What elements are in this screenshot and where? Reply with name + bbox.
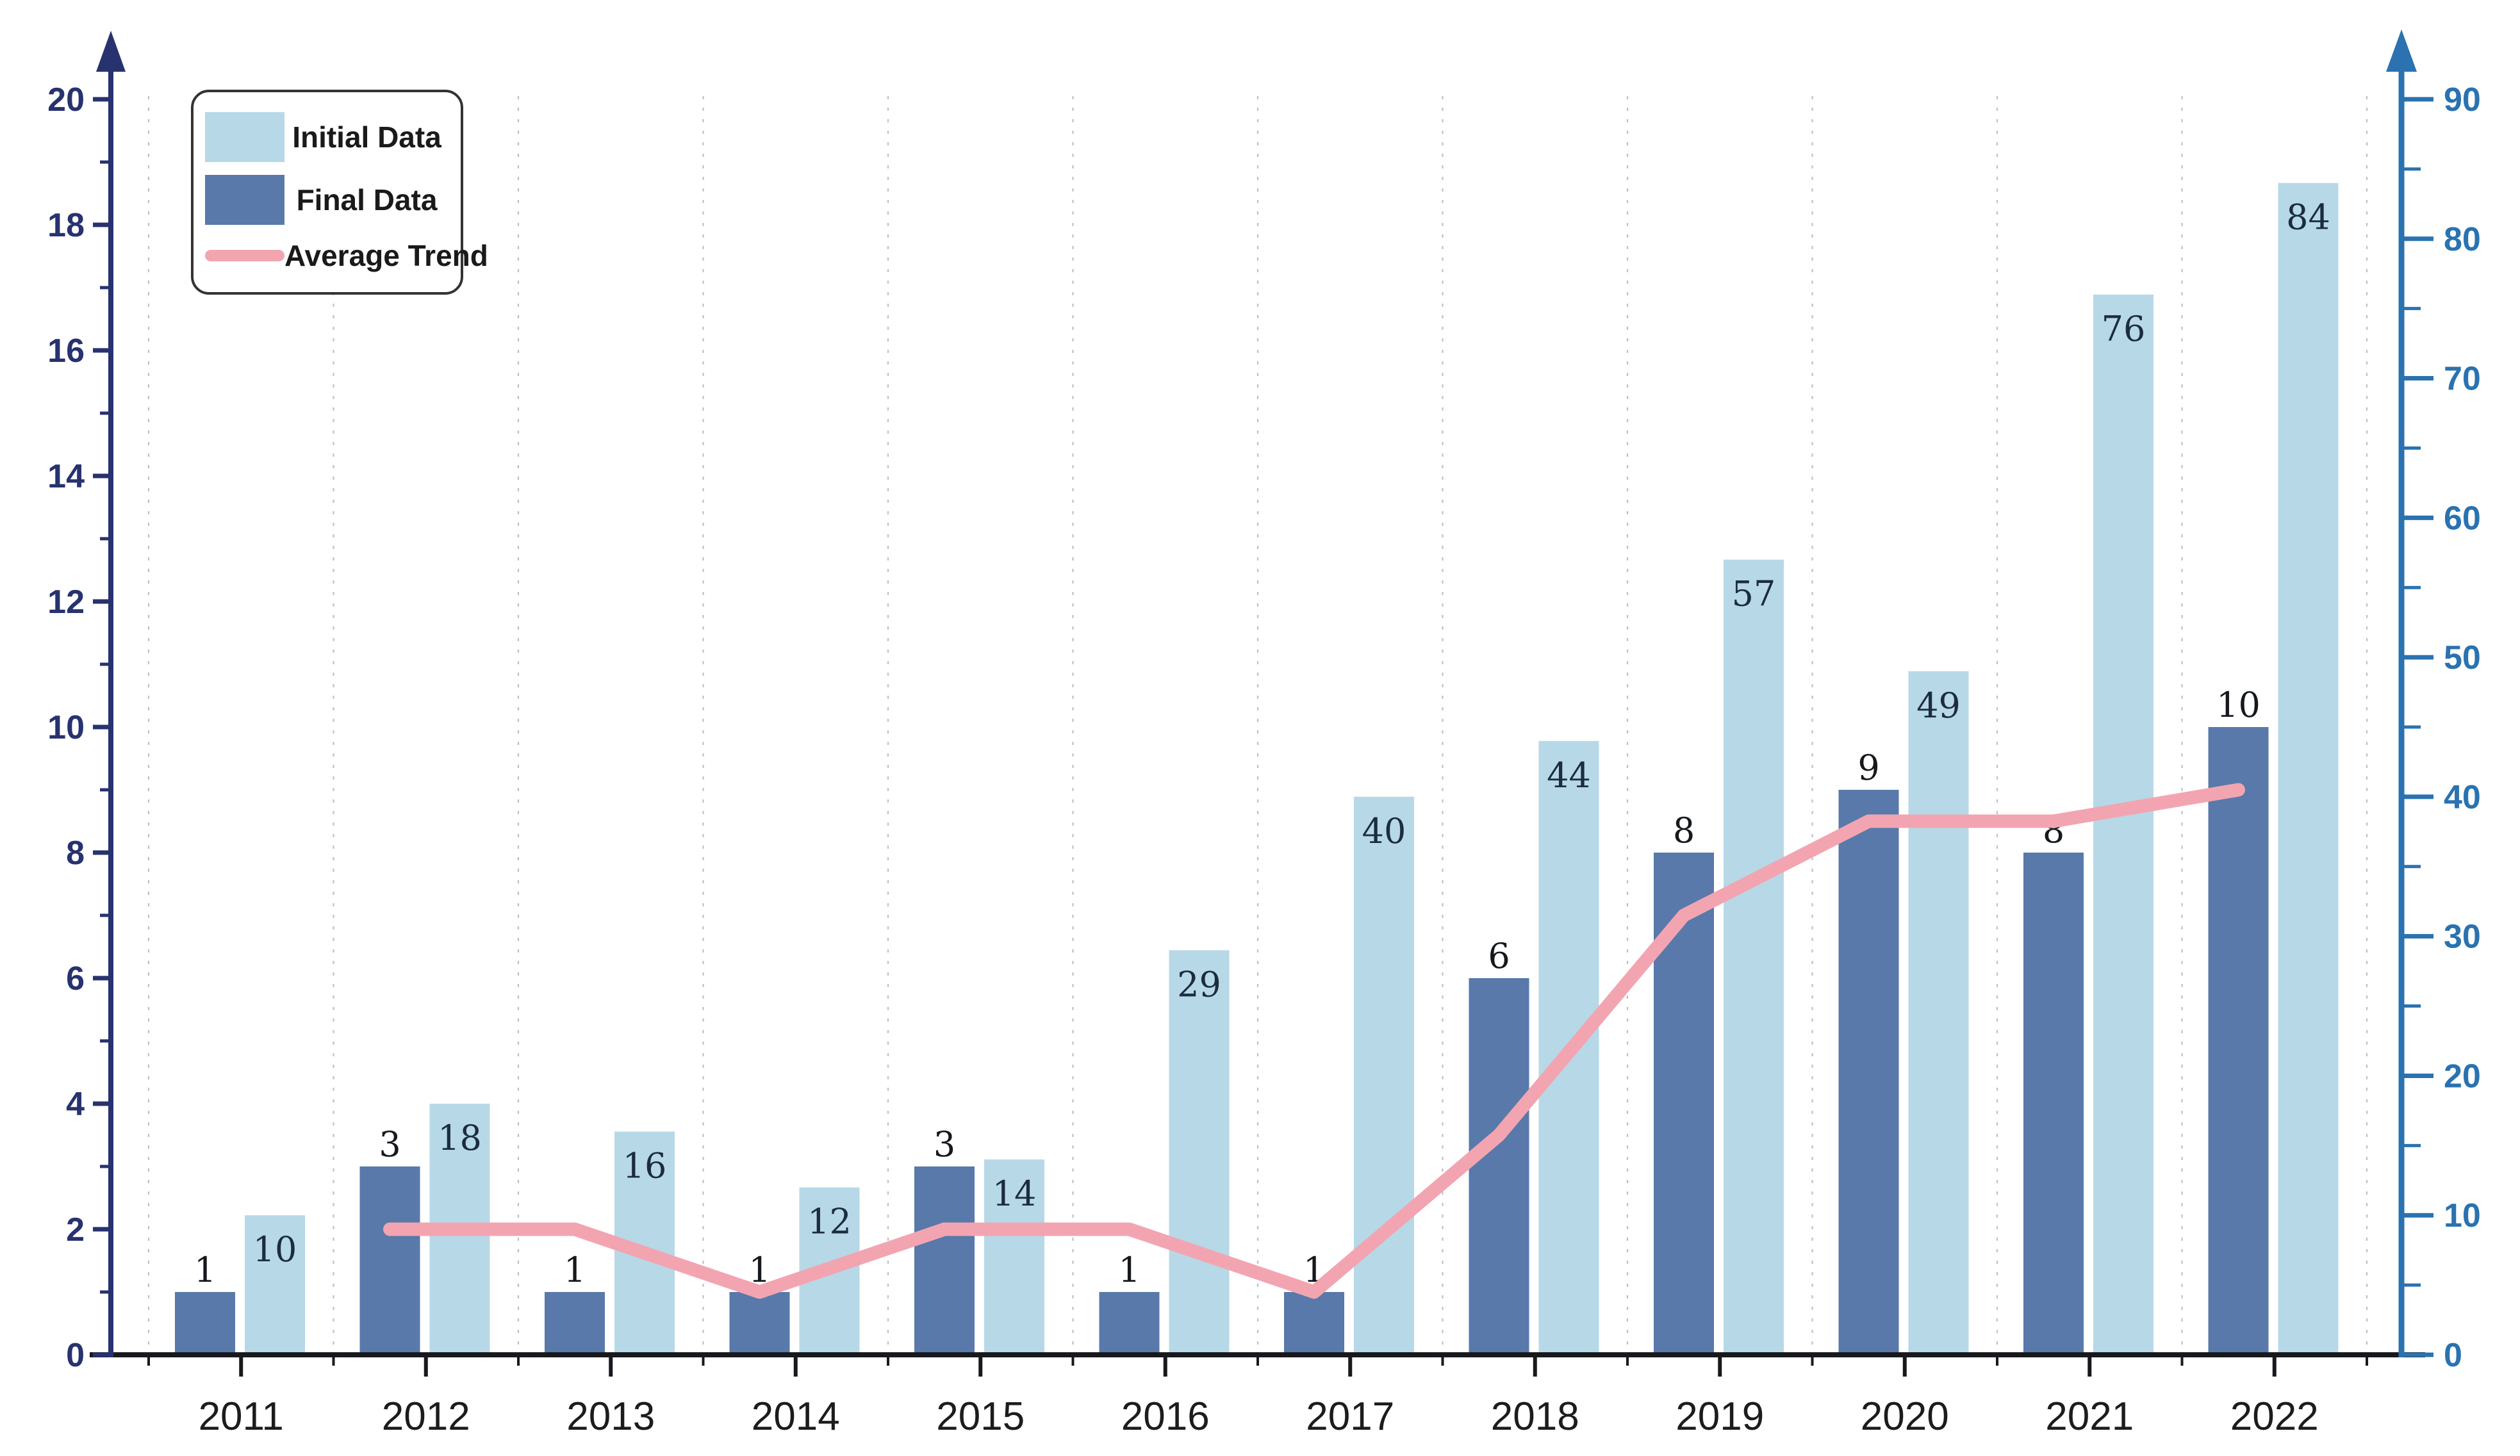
bar-final-data-2016 — [1099, 1292, 1160, 1355]
x-axis-label-2019: 2019 — [1676, 1395, 1764, 1439]
bar-value-label: 14 — [992, 1174, 1037, 1214]
legend-swatch-average-trend-icon — [205, 249, 284, 261]
left-axis-tick-label: 18 — [47, 207, 85, 244]
x-axis-label-2017: 2017 — [1306, 1395, 1394, 1439]
left-axis-tick-label: 8 — [66, 835, 85, 872]
bar-initial-data-2021 — [2093, 294, 2154, 1355]
legend-label-initial-data: Initial Data — [292, 120, 441, 154]
bar-value-label: 57 — [1732, 574, 1776, 614]
bar-value-label: 8 — [1673, 810, 1695, 851]
left-axis-tick-label: 0 — [66, 1337, 85, 1374]
x-axis-label-2015: 2015 — [936, 1395, 1025, 1439]
bar-value-label: 6 — [1488, 936, 1510, 976]
left-axis-tick-label: 2 — [66, 1211, 85, 1248]
x-axis-label-2012: 2012 — [382, 1395, 470, 1439]
bar-value-label: 40 — [1362, 811, 1406, 851]
legend-item-final-data: Final Data — [205, 175, 449, 225]
bar-final-data-2015 — [914, 1166, 975, 1355]
bar-value-label: 16 — [623, 1146, 667, 1186]
bar-value-label: 29 — [1177, 964, 1221, 1004]
bar-final-data-2018 — [1469, 978, 1529, 1355]
bar-initial-data-2020 — [1908, 671, 1969, 1355]
bar-value-label: 1 — [194, 1250, 216, 1290]
bar-final-data-2014 — [729, 1292, 790, 1355]
bar-initial-data-2015 — [984, 1159, 1044, 1355]
x-axis-label-2020: 2020 — [1861, 1395, 1949, 1439]
bar-final-data-2020 — [1838, 790, 1899, 1355]
legend-swatch-initial-data-icon — [205, 111, 284, 162]
bar-value-label: 10 — [253, 1229, 297, 1270]
right-axis-arrow-icon — [2386, 29, 2417, 72]
bar-value-label: 1 — [564, 1250, 586, 1290]
right-axis-tick-label: 20 — [2444, 1058, 2481, 1095]
right-axis-tick-label: 70 — [2444, 361, 2481, 398]
bar-value-label: 3 — [934, 1124, 955, 1165]
bar-final-data-2011 — [175, 1292, 235, 1355]
legend-label-final-data: Final Data — [296, 183, 438, 217]
right-axis-tick-label: 0 — [2444, 1337, 2462, 1374]
right-axis-tick-label: 10 — [2444, 1197, 2481, 1234]
right-axis-tick-label: 30 — [2444, 919, 2481, 956]
bar-final-data-2022 — [2208, 727, 2269, 1355]
x-axis-label-2013: 2013 — [566, 1395, 655, 1439]
bar-value-label: 49 — [1916, 685, 1961, 726]
bar-value-label: 3 — [379, 1124, 400, 1165]
left-axis-tick-label: 14 — [47, 458, 85, 495]
bar-initial-data-2022 — [2278, 183, 2339, 1355]
bar-final-data-2013 — [545, 1292, 605, 1355]
bar-final-data-2019 — [1654, 853, 1714, 1355]
x-axis-label-2022: 2022 — [2230, 1395, 2319, 1439]
x-axis-label-2016: 2016 — [1121, 1395, 1210, 1439]
bar-final-data-2021 — [2023, 853, 2084, 1355]
legend-label-average-trend: Average Trend — [284, 238, 488, 272]
left-axis-arrow-icon — [96, 31, 126, 72]
x-axis-label-2011: 2011 — [199, 1395, 284, 1439]
left-axis-tick-label: 10 — [47, 709, 85, 746]
right-axis-tick-label: 40 — [2444, 779, 2481, 816]
x-axis-label-2018: 2018 — [1491, 1395, 1579, 1439]
left-axis-tick-label: 4 — [66, 1086, 85, 1123]
bar-value-label: 84 — [2286, 197, 2330, 238]
x-axis-label-2014: 2014 — [752, 1395, 840, 1439]
right-axis-tick-label: 80 — [2444, 221, 2481, 258]
bar-value-label: 1 — [1118, 1250, 1140, 1290]
bar-initial-data-2017 — [1354, 796, 1414, 1355]
bar-value-label: 76 — [2102, 309, 2146, 349]
bar-value-label: 10 — [2216, 685, 2261, 725]
right-axis-tick-label: 60 — [2444, 500, 2481, 537]
bar-final-data-2017 — [1284, 1292, 1344, 1355]
bar-value-label: 9 — [1857, 748, 1879, 788]
bar-value-label: 18 — [438, 1118, 482, 1158]
legend: Initial Data Final Data Average Trend — [191, 90, 488, 295]
left-axis-tick-label: 16 — [47, 332, 85, 370]
bar-value-label: 44 — [1547, 755, 1591, 796]
bar-value-label: 12 — [807, 1202, 852, 1242]
right-axis-tick-label: 90 — [2444, 81, 2481, 119]
bar-initial-data-2019 — [1724, 559, 1784, 1355]
bar-final-data-2012 — [359, 1166, 420, 1355]
right-axis-tick-label: 50 — [2444, 639, 2481, 676]
bar-initial-data-2016 — [1169, 950, 1230, 1355]
x-axis-label-2021: 2021 — [2045, 1395, 2134, 1439]
legend-swatch-final-data-icon — [205, 175, 284, 225]
legend-item-average-trend: Average Trend — [205, 238, 488, 273]
left-axis-tick-label: 6 — [66, 960, 85, 997]
average-trend-line — [383, 783, 2245, 1299]
left-axis-tick-label: 20 — [47, 81, 85, 119]
bar-initial-data-2011 — [245, 1215, 305, 1355]
left-axis-tick-label: 12 — [47, 584, 85, 621]
legend-item-initial-data: Initial Data — [205, 111, 449, 162]
